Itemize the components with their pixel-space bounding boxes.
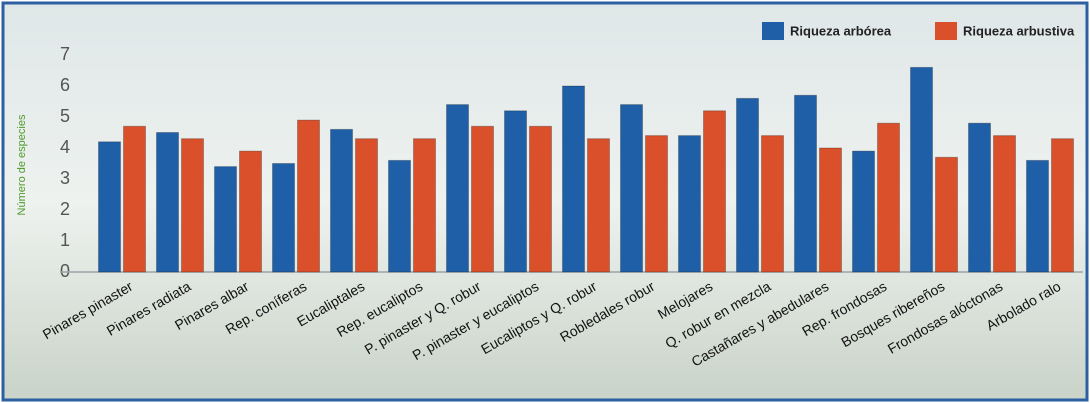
bar [678, 135, 701, 273]
bar [1051, 138, 1074, 273]
bar [968, 122, 991, 273]
bar [703, 110, 726, 273]
legend-swatch [935, 22, 957, 40]
bar [330, 128, 353, 273]
bar [852, 150, 875, 273]
bar [214, 166, 237, 273]
bar [993, 135, 1016, 273]
bar [620, 104, 643, 273]
legend-label: Riqueza arbustiva [963, 23, 1075, 38]
bar [355, 138, 378, 273]
y-tick-label: 5 [60, 106, 70, 126]
bar [645, 135, 668, 273]
bar [446, 104, 469, 273]
y-tick-label: 4 [60, 137, 70, 157]
y-tick-label: 2 [60, 199, 70, 219]
y-tick-label: 0 [60, 261, 70, 281]
bar [736, 97, 759, 273]
bar [562, 85, 585, 273]
bar [761, 135, 784, 273]
bar [156, 132, 179, 273]
bar [98, 141, 121, 273]
y-tick-label: 1 [60, 230, 70, 250]
bar [272, 163, 295, 273]
bar [529, 125, 552, 273]
bar [123, 125, 146, 273]
bar [504, 110, 527, 273]
legend-swatch [762, 22, 784, 40]
bar [388, 159, 411, 273]
y-axis-label: Número de especies [16, 114, 28, 215]
bar [819, 147, 842, 273]
bar [239, 150, 262, 273]
bar [910, 66, 933, 273]
y-tick-label: 7 [60, 44, 70, 64]
bar [794, 94, 817, 273]
y-tick-label: 6 [60, 75, 70, 95]
y-tick-label: 3 [60, 168, 70, 188]
legend-label: Riqueza arbórea [790, 23, 892, 38]
bar [1026, 159, 1049, 273]
bar [877, 122, 900, 273]
bar [471, 125, 494, 273]
bar [181, 138, 204, 273]
bar [587, 138, 610, 273]
bar [297, 119, 320, 273]
bar [413, 138, 436, 273]
bar [935, 156, 958, 273]
